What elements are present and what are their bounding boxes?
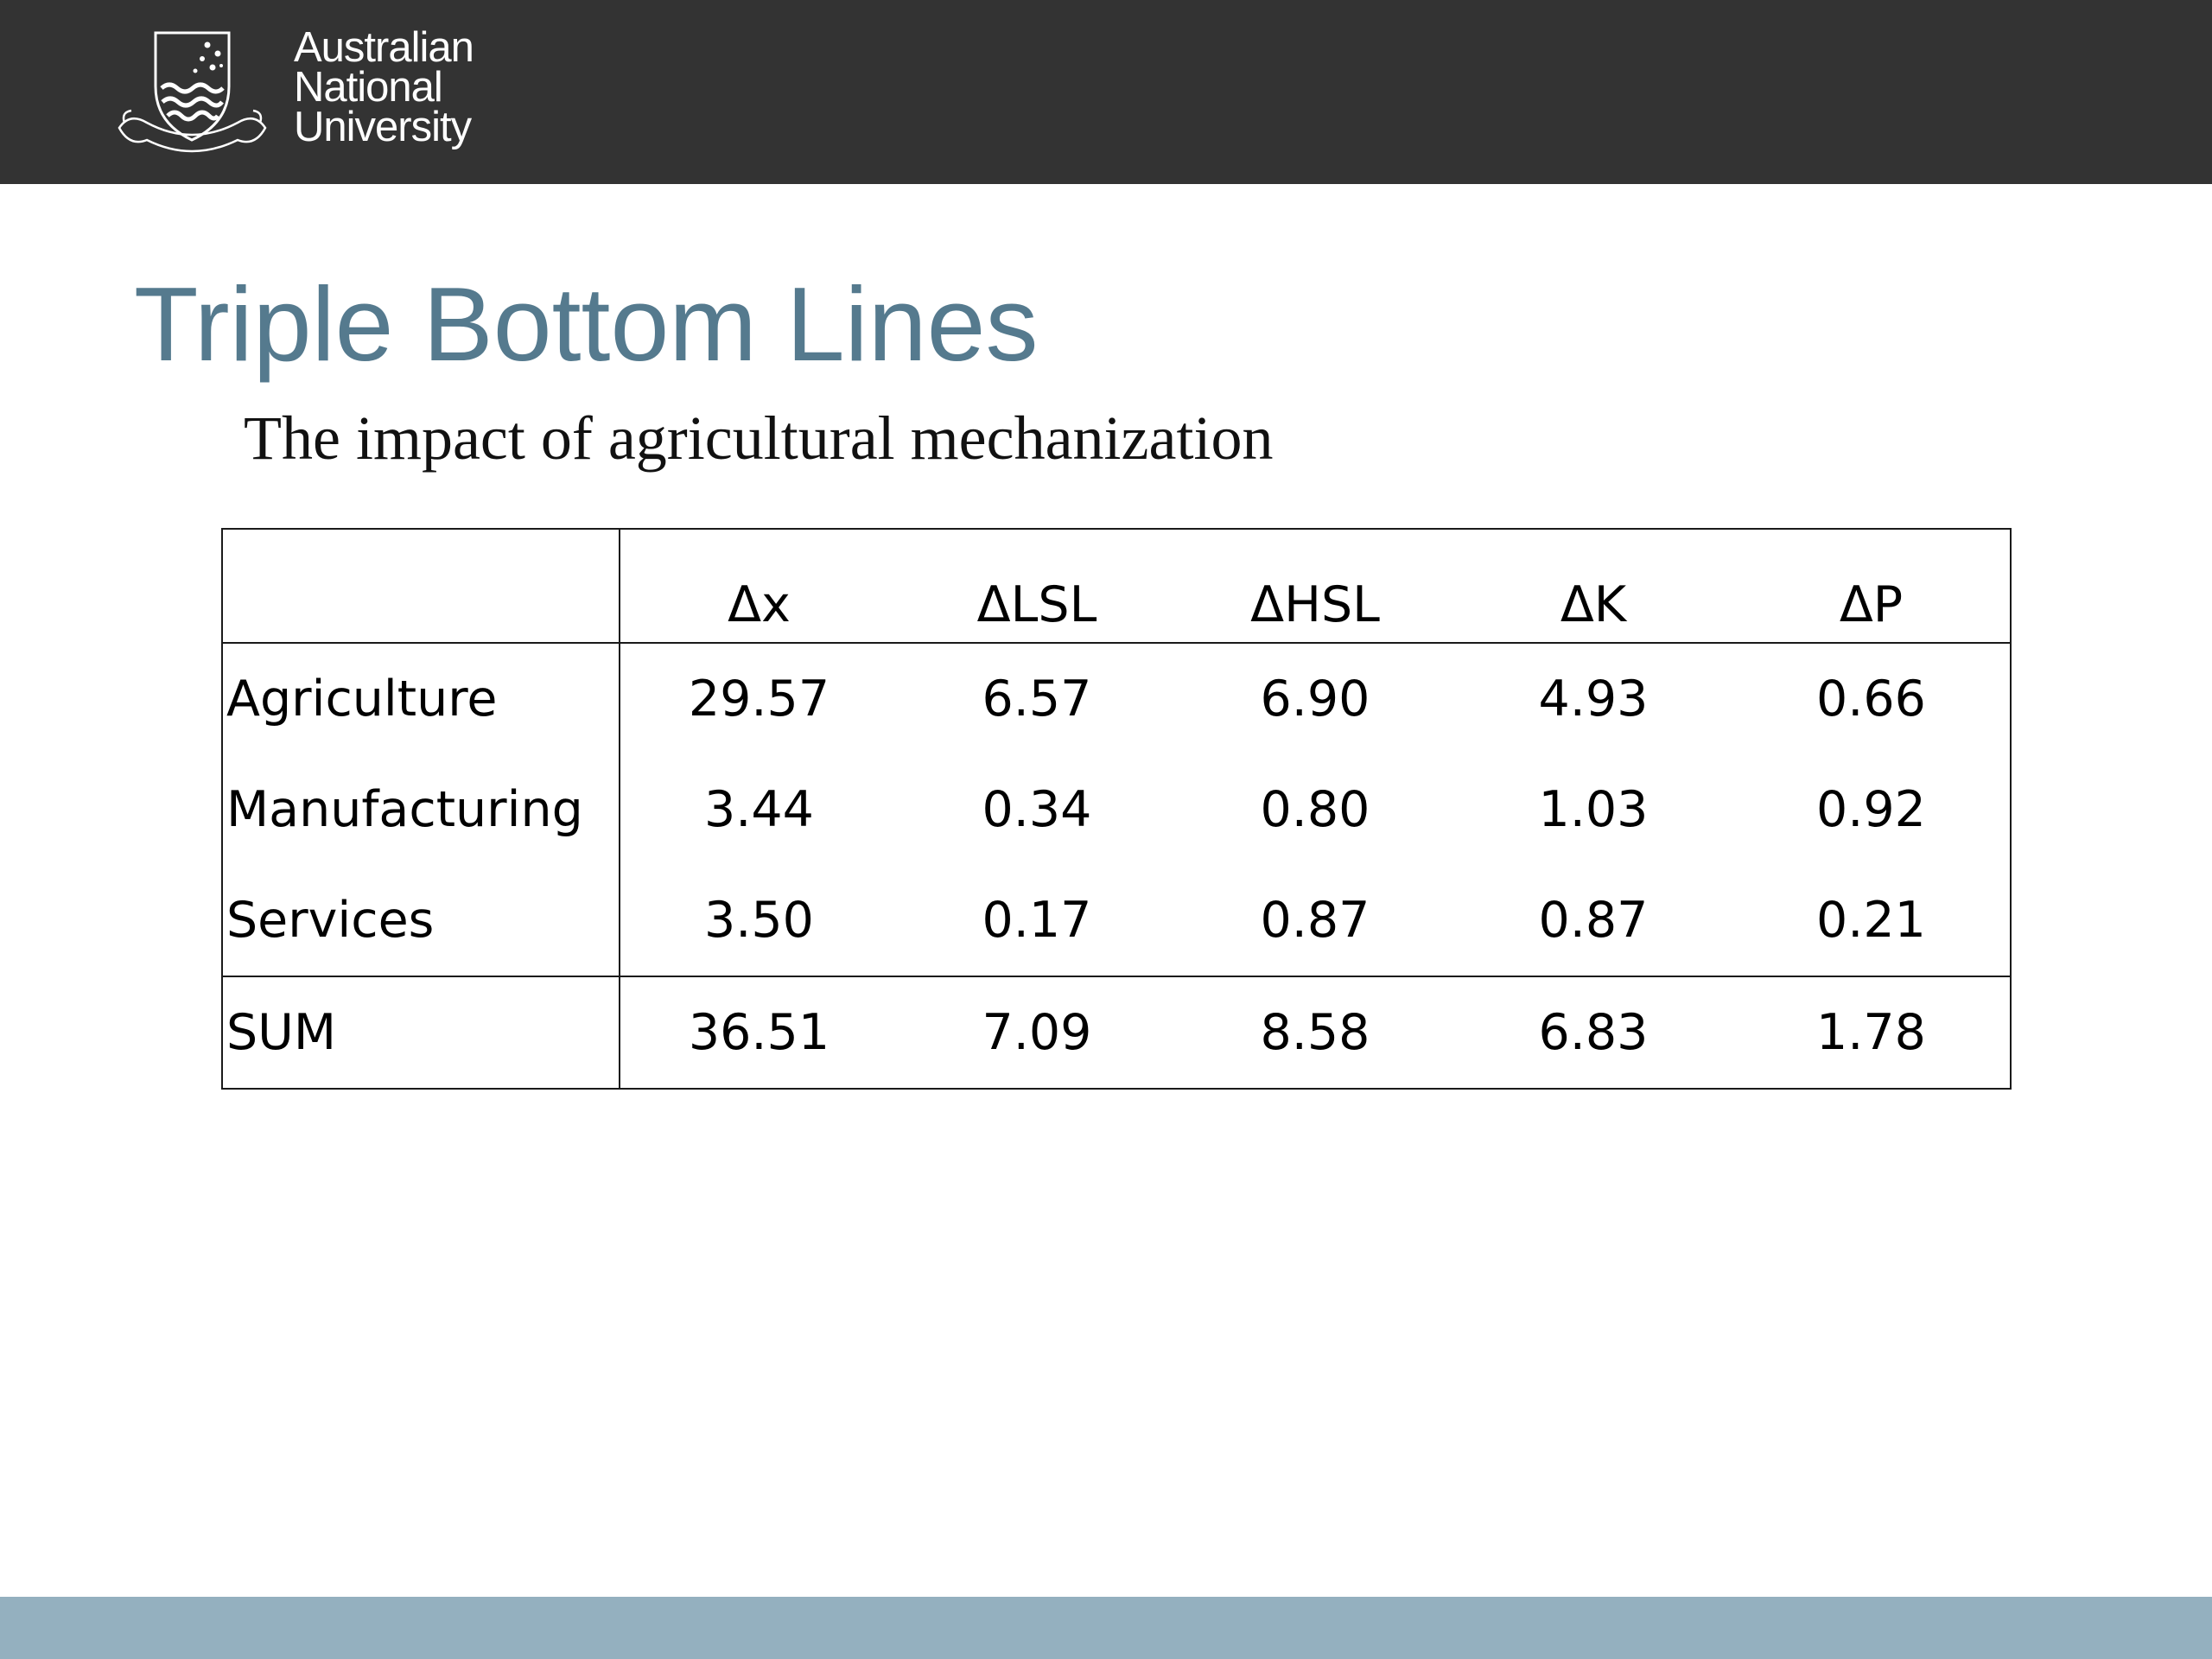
table-cell: 3.50 (704, 892, 814, 949)
row-label: Services (222, 865, 620, 976)
column-header-dk: ΔK (1454, 529, 1732, 644)
table-cell: 3.44 (704, 781, 814, 838)
impact-table: Δx ΔLSL ΔHSL ΔK ΔP Agriculture 29.57 6.5… (221, 528, 2012, 1090)
table-cell: 8.58 (1176, 976, 1454, 1089)
row-label: Agriculture (222, 643, 620, 754)
table-cell: 36.51 (620, 976, 898, 1089)
table-row-manufacturing: Manufacturing 3.44 0.34 0.80 1.03 0.92 (222, 754, 2011, 865)
row-label: SUM (222, 976, 620, 1089)
table-cell: 29.57 (688, 671, 830, 728)
table-cell: 6.90 (1260, 671, 1370, 728)
table-cell: 1.78 (1732, 976, 2011, 1089)
table-cell: 0.66 (1816, 671, 1926, 728)
footer-bar (0, 1597, 2212, 1659)
table-cell: 0.21 (1816, 892, 1926, 949)
column-header-blank (222, 529, 620, 644)
table-cell: 0.17 (982, 892, 1092, 949)
anu-crest-logo (118, 31, 267, 153)
table-cell: 7.09 (898, 976, 1176, 1089)
university-wordmark: Australian National University (294, 24, 474, 150)
table-cell: 1.03 (1538, 781, 1649, 838)
table-cell: 0.34 (982, 781, 1092, 838)
table-cell: 6.83 (1454, 976, 1732, 1089)
wordmark-line-3: University (294, 104, 472, 150)
slide-title: Triple Bottom Lines (134, 265, 1039, 383)
table-cell: 0.92 (1816, 781, 1926, 838)
wordmark-line-1: Australian (294, 24, 474, 71)
table-row-agriculture: Agriculture 29.57 6.57 6.90 4.93 0.66 (222, 643, 2011, 754)
wordmark-line-2: National (294, 64, 443, 111)
table-row-sum: SUM 36.51 7.09 8.58 6.83 1.78 (222, 976, 2011, 1089)
row-label: Manufacturing (222, 754, 620, 865)
column-header-dx: Δx (620, 529, 898, 644)
column-header-dlsl: ΔLSL (898, 529, 1176, 644)
table-cell: 0.87 (1260, 892, 1370, 949)
table-cell: 4.93 (1538, 671, 1649, 728)
table-cell: 0.80 (1260, 781, 1370, 838)
column-header-dhsl: ΔHSL (1176, 529, 1454, 644)
column-header-dp: ΔP (1732, 529, 2011, 644)
table-header-row: Δx ΔLSL ΔHSL ΔK ΔP (222, 529, 2011, 644)
slide-subtitle: The impact of agricultural mechanization (244, 404, 1274, 473)
table-cell: 6.57 (982, 671, 1092, 728)
header-bar: Australian National University (0, 0, 2212, 184)
table-row-services: Services 3.50 0.17 0.87 0.87 0.21 (222, 865, 2011, 976)
table-cell: 0.87 (1538, 892, 1649, 949)
